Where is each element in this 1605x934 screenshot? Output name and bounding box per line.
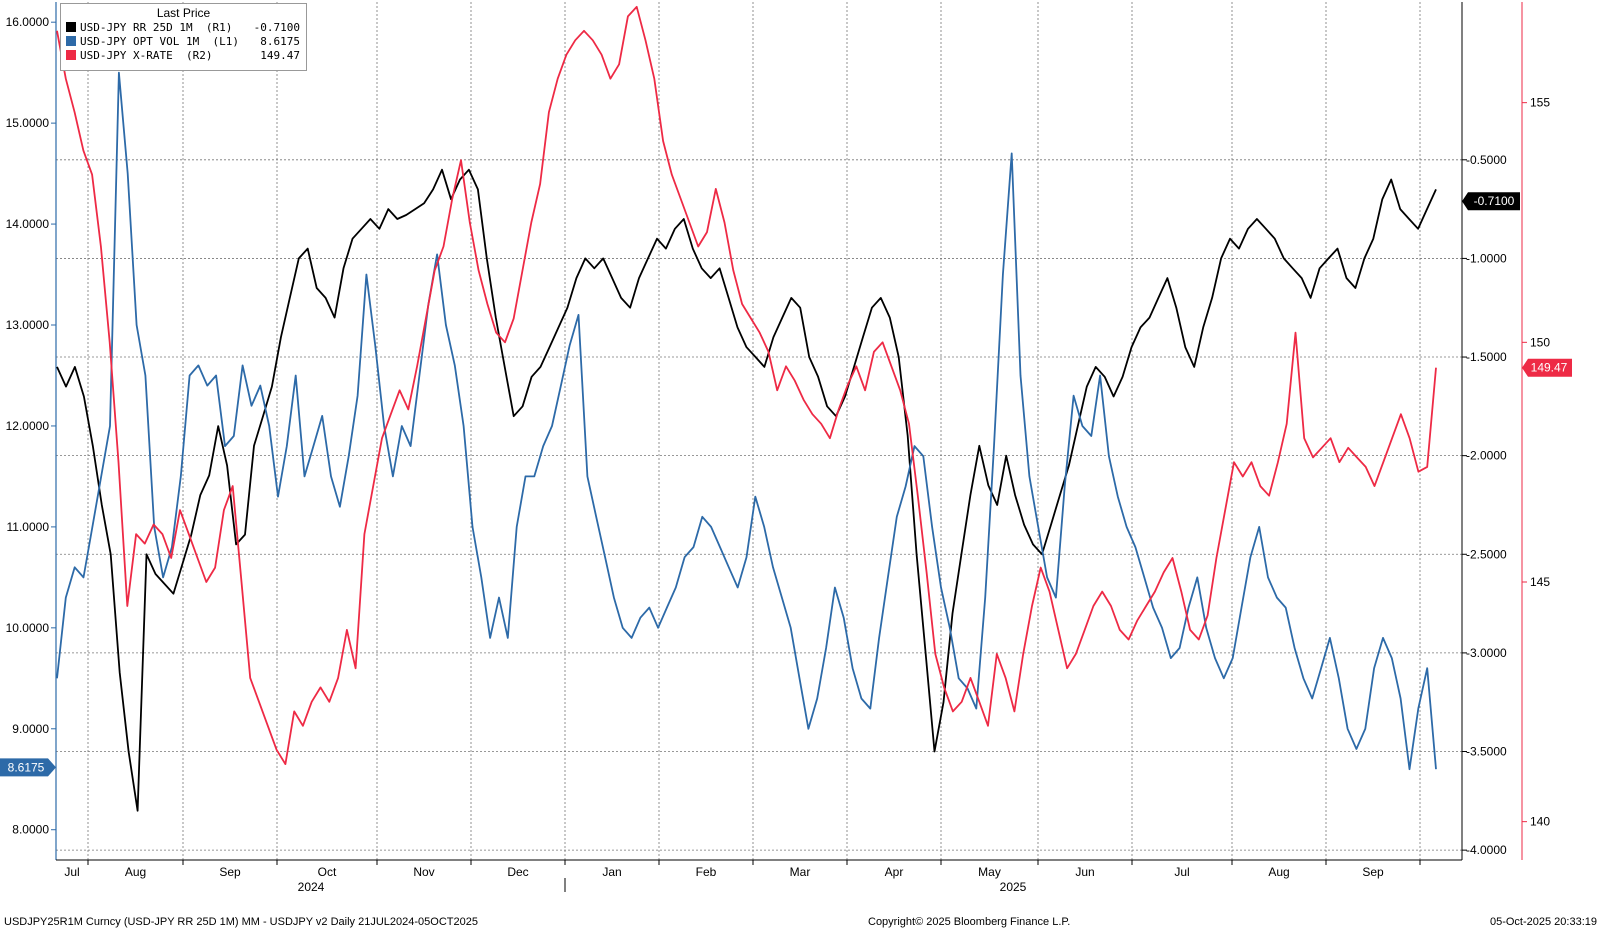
month-label-0: Jul xyxy=(64,865,79,879)
right2-tick-label-2: 145 xyxy=(1530,575,1550,589)
series-line-1 xyxy=(56,71,1437,771)
footer-copyright: Copyright© 2025 Bloomberg Finance L.P. xyxy=(868,916,1071,928)
right2-tick-label-0: 155 xyxy=(1530,96,1550,110)
month-label-2: Sep xyxy=(219,865,241,879)
left-tick-label-5: 11.0000 xyxy=(7,520,50,534)
right1-tick-label-7: -4.0000 xyxy=(1466,843,1507,857)
grid-lines xyxy=(56,2,1462,860)
right1-tick-label-4: -2.5000 xyxy=(1466,547,1507,561)
left-tick-label-0: 16.0000 xyxy=(6,15,50,29)
left-tick-label-8: 8.0000 xyxy=(12,823,49,837)
legend-label-vol: USD-JPY OPT VOL 1M (L1) xyxy=(80,34,239,48)
month-label-8: Mar xyxy=(790,865,811,879)
right1-tick-label-5: -3.0000 xyxy=(1466,646,1507,660)
left-tick-label-6: 10.0000 xyxy=(6,621,50,635)
legend-entry-vol: USD-JPY OPT VOL 1M (L1) 8.6175 xyxy=(61,34,306,48)
month-label-5: Dec xyxy=(507,865,528,879)
series-layer xyxy=(56,5,1437,812)
last-label-fx: 149.47 xyxy=(1531,361,1568,375)
left-tick-label-1: 15.0000 xyxy=(6,116,50,130)
legend-entry-rr: USD-JPY RR 25D 1M (R1) -0.7100 xyxy=(61,20,306,34)
axis-labels: 16.0000 15.0000 14.0000 13.0000 12.0000 11.00… xyxy=(0,15,1572,894)
legend-box: Last Price USD-JPY RR 25D 1M (R1) -0.710… xyxy=(60,3,307,71)
footer-timestamp: 05-Oct-2025 20:33:19 xyxy=(1489,916,1597,928)
legend-title: Last Price xyxy=(156,6,211,20)
axes xyxy=(51,2,1527,892)
month-label-7: Feb xyxy=(696,865,717,879)
month-label-6: Jan xyxy=(602,865,621,879)
legend-swatch-rr xyxy=(66,22,76,32)
legend-value-rr: -0.7100 xyxy=(253,20,300,34)
right1-tick-label-2: -1.5000 xyxy=(1466,350,1507,364)
month-label-10: May xyxy=(978,865,1001,879)
month-label-4: Nov xyxy=(413,865,434,879)
right2-tick-label-1: 150 xyxy=(1530,335,1550,349)
right1-tick-label-3: -2.0000 xyxy=(1466,449,1507,463)
month-label-1: Aug xyxy=(125,865,146,879)
last-label-rr: -0.7100 xyxy=(1474,194,1515,208)
month-label-9: Apr xyxy=(885,865,904,879)
legend-swatch-vol xyxy=(66,36,76,46)
series-line-2 xyxy=(56,5,1437,765)
left-tick-label-2: 14.0000 xyxy=(6,217,50,231)
right1-tick-label-0: -0.5000 xyxy=(1466,153,1507,167)
series-line-0 xyxy=(56,168,1437,812)
year-label-1: 2025 xyxy=(1000,880,1027,894)
month-label-14: Sep xyxy=(1362,865,1384,879)
footer-source: USDJPY25R1M Curncy (USD-JPY RR 25D 1M) M… xyxy=(4,916,478,928)
legend-label-rr: USD-JPY RR 25D 1M (R1) xyxy=(80,20,233,34)
month-label-11: Jun xyxy=(1075,865,1094,879)
left-tick-label-3: 13.0000 xyxy=(6,318,50,332)
month-label-12: Jul xyxy=(1174,865,1189,879)
last-tag-fx xyxy=(1522,358,1572,377)
left-tick-label-7: 9.0000 xyxy=(12,722,49,736)
right2-tick-label-3: 140 xyxy=(1530,815,1550,829)
left-tick-label-4: 12.0000 xyxy=(6,419,50,433)
legend-entry-fx: USD-JPY X-RATE (R2) 149.47 xyxy=(61,48,306,62)
legend-value-vol: 8.6175 xyxy=(260,34,300,48)
last-tag-rr xyxy=(1462,192,1520,211)
month-label-13: Aug xyxy=(1268,865,1289,879)
year-label-0: 2024 xyxy=(298,880,325,894)
legend-value-fx: 149.47 xyxy=(260,48,300,62)
right1-tick-label-1: -1.0000 xyxy=(1466,251,1507,265)
legend-swatch-fx xyxy=(66,50,76,60)
month-label-3: Oct xyxy=(318,865,337,879)
right1-tick-label-6: -3.5000 xyxy=(1466,745,1507,759)
legend-label-fx: USD-JPY X-RATE (R2) xyxy=(80,48,213,62)
last-tag-vol xyxy=(0,758,56,777)
last-label-vol: 8.6175 xyxy=(8,760,45,774)
